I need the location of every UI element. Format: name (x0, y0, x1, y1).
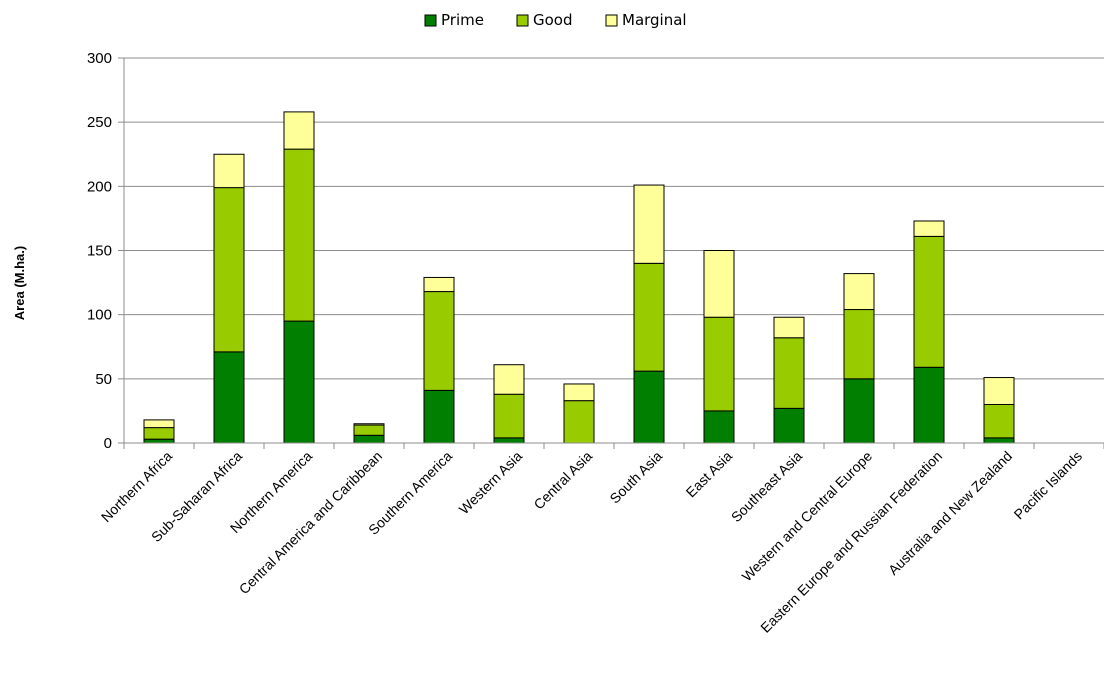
legend-label-prime: Prime (441, 11, 484, 29)
x-tick-label: South Asia (606, 448, 665, 507)
bar-marginal-2 (283, 111, 315, 150)
bar-prime-4 (423, 389, 455, 444)
bar-prime-2 (283, 320, 315, 444)
bar-good-9 (773, 337, 805, 409)
bar-prime-12 (983, 437, 1015, 444)
bar-prime-10 (843, 378, 875, 444)
x-tick-label: Central America and Caribbean (236, 448, 385, 597)
bar-good-4 (423, 291, 455, 391)
bar-good-10 (843, 309, 875, 380)
bar-prime-1 (213, 351, 245, 444)
bar-good-12 (983, 404, 1015, 439)
bar-marginal-7 (633, 184, 665, 264)
bars (143, 111, 1015, 444)
bar-marginal-6 (563, 383, 595, 402)
y-tick-label: 250 (87, 114, 112, 131)
bar-prime-7 (633, 370, 665, 444)
legend-swatch-marginal (605, 14, 618, 27)
bar-good-8 (703, 316, 735, 412)
bar-good-2 (283, 148, 315, 322)
bar-marginal-1 (213, 153, 245, 189)
bar-marginal-11 (913, 220, 945, 237)
y-tick-label: 300 (87, 50, 112, 67)
bar-prime-3 (353, 434, 385, 444)
bar-good-11 (913, 235, 945, 368)
bar-marginal-0 (143, 419, 175, 429)
legend-label-marginal: Marginal (622, 11, 687, 29)
bar-marginal-5 (493, 364, 525, 395)
bar-prime-5 (493, 437, 525, 444)
x-tick-label: Western and Central Europe (739, 448, 876, 585)
legend: Prime Good Marginal (424, 11, 687, 29)
x-tick-label: Western Asia (456, 448, 526, 518)
x-tick-label: Australia and New Zealand (885, 448, 1015, 578)
y-axis-ticks: 0 50 100 150 200 250 300 (87, 50, 124, 452)
bar-prime-8 (703, 410, 735, 444)
bar-good-7 (633, 262, 665, 372)
y-axis-title: Area (M.ha.) (12, 246, 27, 320)
bar-marginal-8 (703, 250, 735, 318)
bar-good-5 (493, 393, 525, 439)
y-tick-label: 150 (87, 243, 112, 260)
bar-good-1 (213, 187, 245, 353)
bar-good-3 (353, 424, 385, 436)
x-tick-label: Pacific Islands (1011, 448, 1086, 523)
x-tick-label: Northern Africa (98, 448, 175, 525)
x-tick-label: Central Asia (530, 448, 595, 513)
axes (123, 58, 1104, 449)
y-tick-label: 200 (87, 178, 112, 195)
bar-prime-9 (773, 407, 805, 444)
legend-swatch-good (516, 14, 529, 27)
y-tick-label: 100 (87, 307, 112, 324)
y-tick-label: 50 (95, 371, 112, 388)
bar-marginal-10 (843, 273, 875, 311)
bar-marginal-3 (353, 423, 385, 426)
bar-marginal-12 (983, 377, 1015, 405)
bar-good-0 (143, 427, 175, 440)
bar-marginal-9 (773, 316, 805, 339)
legend-swatch-prime (424, 14, 437, 27)
bar-prime-11 (913, 366, 945, 444)
bar-good-6 (563, 400, 595, 444)
y-tick-label: 0 (104, 435, 112, 452)
bar-prime-0 (143, 438, 175, 444)
legend-label-good: Good (533, 11, 573, 29)
x-tick-label: Southeast Asia (728, 448, 806, 526)
gridlines (124, 57, 1104, 380)
x-tick-label: East Asia (683, 448, 736, 501)
bar-marginal-4 (423, 276, 455, 293)
